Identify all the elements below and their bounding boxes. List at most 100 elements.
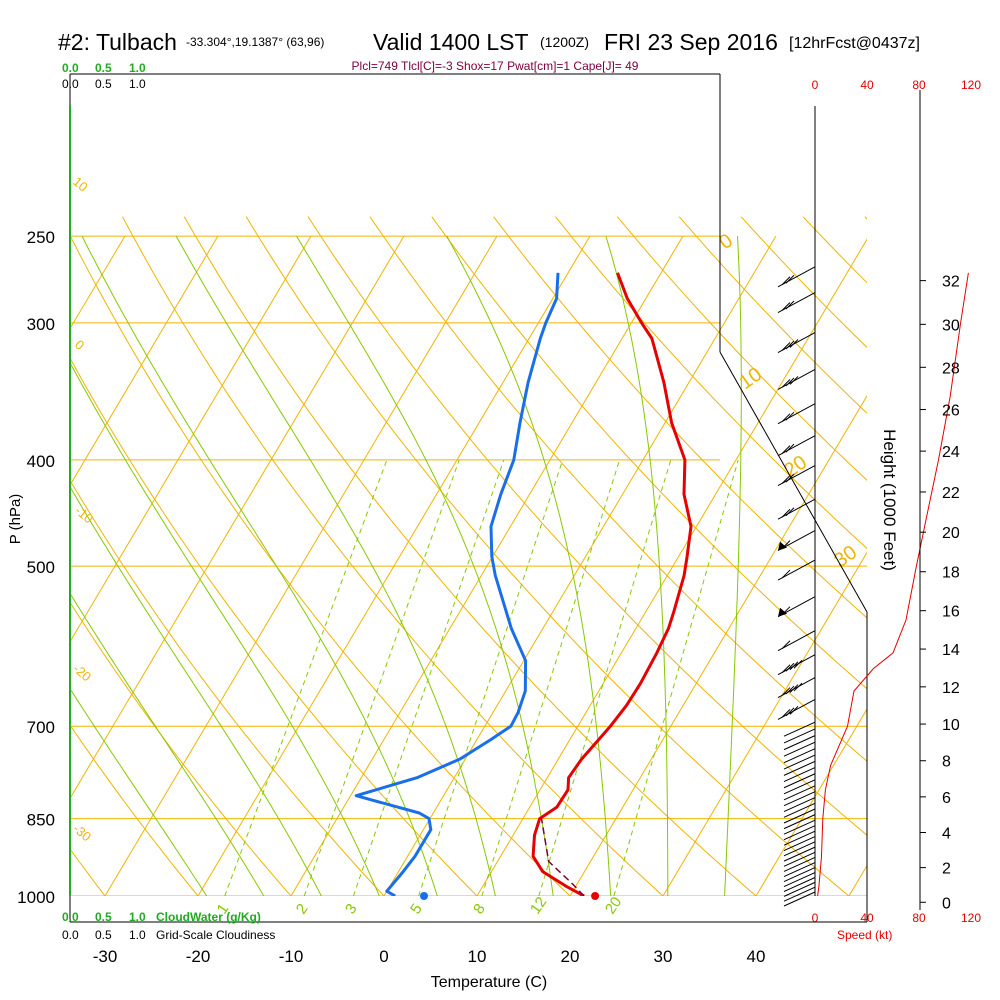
height-tick-label: 4 [942,825,951,842]
dry-adiabat-line [70,724,199,896]
bottom-speed-scale: 0 40 80 120 Speed (kt) [812,911,982,942]
wind-barb [777,465,816,487]
isotherm-line [755,708,867,896]
wind-speed-line [817,272,969,897]
top-cloudiness-tick-1: 0.5 [95,77,112,91]
height-tick-label: 28 [942,360,960,377]
dry-adiabat-line [989,217,1000,920]
wind-barb [783,891,816,907]
wind-barb [777,498,816,520]
dry-adiabat-line [245,216,850,896]
moist-adiabat-line [605,235,669,896]
top-cloudiness-tick-2: 1.0 [129,77,146,91]
wind-barb [783,814,816,830]
wind-barb [783,841,816,857]
height-tick-label: 14 [942,642,960,659]
temperature-tick-label: -10 [279,947,304,966]
parcel-line [540,818,585,896]
x-axis-label: Temperature (C) [431,974,547,991]
isotherm-line [476,238,867,896]
dry-adiabat-line [617,216,867,481]
moist-adiabat-line [81,235,438,896]
wind-barb [783,825,816,841]
wind-barb [783,797,816,812]
wind-barb [783,830,816,846]
dry-adiabat-line [70,357,478,896]
dry-adiabat-line [183,216,757,896]
bottom-cloudwater-tick-0: 0.0 [62,910,79,924]
wind-barb [777,292,816,313]
cloudwater-label: CloudWater (g/Kg) [156,910,261,924]
wind-barb [777,435,816,457]
height-tick-label: 16 [942,604,960,621]
temperature-tick-label: -20 [186,947,211,966]
zulu-time: (1200Z) [540,34,589,50]
moist-adiabat-line [446,235,612,896]
wind-barb [777,369,816,390]
dry-adiabat-line [927,217,1000,920]
wind-barb [783,773,816,789]
wind-barb [783,767,816,783]
temperature-tick-label: 40 [747,947,766,966]
height-tick-label: 32 [942,274,960,291]
bottom-cloudwater-scale: 0.0 0.5 1.0 CloudWater (g/Kg) [62,910,261,924]
height-tick-label: 26 [942,403,960,420]
height-axis-label: Height (1000 Feet) [880,429,899,571]
height-tick-label: 18 [942,565,960,582]
speed-label: Speed (kt) [837,928,892,942]
bottom-cloudwater-tick-1: 0.5 [95,910,112,924]
wind-barb [777,266,816,288]
moist-adiabat-label: 30 [830,541,861,572]
height-tick-label: 30 [942,317,960,334]
bottom-speed-tick-0: 0 [812,911,819,925]
isotherm-line [104,235,498,896]
height-tick-label: 20 [942,525,960,542]
mixing-ratio-label: 5 [407,901,426,918]
mixing-ratio-line [613,459,739,896]
top-speed-tick-1: 40 [860,78,874,92]
wind-barb [783,735,816,751]
pressure-tick-label: 700 [27,718,55,737]
moist-adiabat-line [175,235,496,896]
wind-barb [783,802,816,818]
wind-barb [777,698,816,720]
isotherm-line [662,551,867,896]
wind-barb [783,836,816,851]
wind-barb [783,819,816,835]
mixing-ratio-label: 3 [342,901,361,918]
dewpoint-line [354,272,560,896]
isotherm-line [70,235,312,643]
top-speed-scale: 0 40 80 120 [812,78,982,92]
moist-adiabat-label: 0 [715,230,737,254]
dewpoint-surface-marker [420,892,428,900]
forecast-date: FRI 23 Sep 2016 [604,29,778,55]
moist-adiabat-label: 10 [735,363,766,394]
mixing-ratio-line [352,459,505,896]
bottom-cloudiness-tick-0: 0.0 [62,928,79,942]
wind-barb [783,867,816,883]
isotherm-line [197,235,591,896]
mixing-ratio-label: 2 [293,901,312,918]
surface-markers [420,892,600,900]
mixing-ratio-label: 20 [602,894,625,917]
moist-adiabat-line [70,485,322,896]
valid-time: Valid 1400 LST [373,29,529,55]
dry-adiabat-line [70,479,385,896]
bottom-cloudiness-tick-1: 0.5 [95,928,112,942]
height-tick-label: 10 [942,717,960,734]
temperature-surface-marker [591,892,600,900]
bottom-cloudiness-tick-2: 1.0 [129,928,146,942]
wind-barb [783,741,816,757]
pressure-tick-label: 1000 [17,888,55,907]
wind-barb [783,748,816,764]
height-tick-label: 24 [942,444,960,461]
bottom-cloudiness-scale: 0.0 0.5 1.0 Grid-Scale Cloudiness [62,928,275,942]
wind-barb [783,728,816,744]
dry-adiabat-label: -20 [70,661,94,685]
height-tick-label: 22 [942,485,960,502]
wind-barb [783,886,816,902]
height-tick-label: 6 [942,790,951,807]
top-speed-tick-2: 80 [912,78,926,92]
wind-barb [783,851,816,867]
